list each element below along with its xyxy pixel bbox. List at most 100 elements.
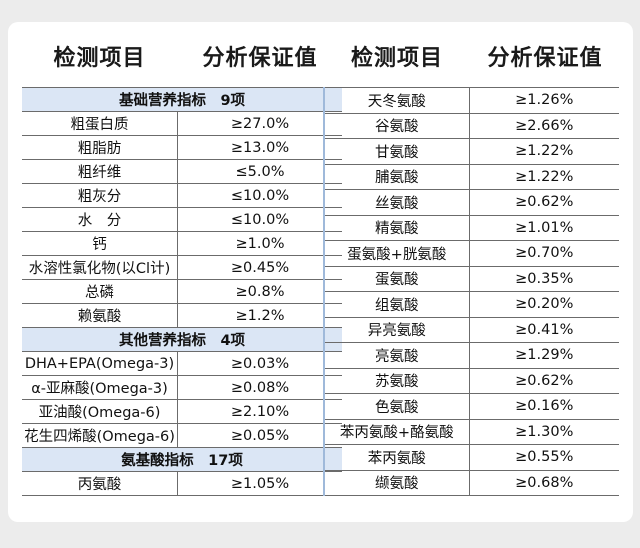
item-name: 粗纤维 bbox=[22, 159, 178, 184]
item-value: ≥1.30% bbox=[469, 419, 619, 445]
item-name: 甘氨酸 bbox=[324, 138, 470, 165]
item-value: ≥0.70% bbox=[469, 240, 619, 267]
item-name: 钙 bbox=[22, 231, 178, 256]
item-value: ≥0.41% bbox=[469, 317, 619, 343]
table-row: 甘氨酸 ≥1.22% bbox=[324, 138, 619, 165]
table-row: 花生四烯酸(Omega-6) ≥0.05% bbox=[22, 423, 342, 448]
right-table: 天冬氨酸 ≥1.26% 谷氨酸 ≥2.66% 甘氨酸 ≥1.22% 脯氨酸 ≥1.22% 丝氨酸… bbox=[323, 87, 619, 496]
item-name: 亮氨酸 bbox=[324, 342, 470, 369]
item-value: ≥0.05% bbox=[177, 423, 342, 448]
table-row: 丝氨酸 ≥0.62% bbox=[324, 189, 619, 216]
item-name: 亚油酸(Omega-6) bbox=[22, 399, 178, 424]
item-name: 丝氨酸 bbox=[324, 189, 470, 216]
table-row: 钙 ≥1.0% bbox=[22, 231, 342, 256]
item-name: 谷氨酸 bbox=[324, 113, 470, 139]
item-name: 粗蛋白质 bbox=[22, 111, 178, 136]
item-name: 赖氨酸 bbox=[22, 303, 178, 328]
item-value: ≥0.03% bbox=[177, 351, 342, 376]
item-value: ≥13.0% bbox=[177, 135, 342, 160]
item-value: ≤5.0% bbox=[177, 159, 342, 184]
left-table: 基础营养指标 9项 粗蛋白质 ≥27.0% 粗脂肪 ≥13.0% 粗纤维 ≤5.0% 粗灰分 ≤… bbox=[22, 87, 342, 496]
table-row: 缬氨酸 ≥0.68% bbox=[324, 470, 619, 496]
item-name: 苏氨酸 bbox=[324, 368, 470, 394]
section-title: 其他营养指标 4项 bbox=[22, 327, 342, 352]
table-row: 亮氨酸 ≥1.29% bbox=[324, 342, 619, 369]
table-row: 丙氨酸 ≥1.05% bbox=[22, 471, 342, 496]
item-name: DHA+EPA(Omega-3) bbox=[22, 351, 178, 376]
table-row: 粗脂肪 ≥13.0% bbox=[22, 135, 342, 160]
table-row: 粗蛋白质 ≥27.0% bbox=[22, 111, 342, 136]
item-name: 缬氨酸 bbox=[324, 470, 470, 496]
item-value: ≥0.08% bbox=[177, 375, 342, 400]
item-name: 天冬氨酸 bbox=[324, 87, 470, 114]
item-value: ≥1.2% bbox=[177, 303, 342, 328]
table-row: α-亚麻酸(Omega-3) ≥0.08% bbox=[22, 375, 342, 400]
left-item-header: 检测项目 bbox=[53, 46, 146, 71]
item-name: 总磷 bbox=[22, 279, 178, 304]
table-row: 总磷 ≥0.8% bbox=[22, 279, 342, 304]
table-row: 赖氨酸 ≥1.2% bbox=[22, 303, 342, 328]
left-value-header: 分析保证值 bbox=[202, 46, 318, 71]
item-value: ≥1.29% bbox=[469, 342, 619, 369]
item-name: 粗灰分 bbox=[22, 183, 178, 208]
item-name: 苯丙氨酸+酪氨酸 bbox=[324, 419, 470, 445]
item-value: ≥0.8% bbox=[177, 279, 342, 304]
table-row: 水 分 ≤10.0% bbox=[22, 207, 342, 232]
table-row: 脯氨酸 ≥1.22% bbox=[324, 164, 619, 190]
item-value: ≥1.0% bbox=[177, 231, 342, 256]
table-row: 天冬氨酸 ≥1.26% bbox=[324, 87, 619, 114]
item-value: ≥0.68% bbox=[469, 470, 619, 496]
table-row: 蛋氨酸+胱氨酸 ≥0.70% bbox=[324, 240, 619, 267]
item-value: ≥0.55% bbox=[469, 444, 619, 471]
section-basic-nutrition: 基础营养指标 9项 bbox=[22, 87, 342, 112]
table-row: 组氨酸 ≥0.20% bbox=[324, 291, 619, 318]
table-row: 色氨酸 ≥0.16% bbox=[324, 393, 619, 420]
item-value: ≥2.10% bbox=[177, 399, 342, 424]
item-name: 丙氨酸 bbox=[22, 471, 178, 496]
item-name: 脯氨酸 bbox=[324, 164, 470, 190]
table-row: 粗灰分 ≤10.0% bbox=[22, 183, 342, 208]
item-name: 组氨酸 bbox=[324, 291, 470, 318]
table-row: DHA+EPA(Omega-3) ≥0.03% bbox=[22, 351, 342, 376]
right-item-header: 检测项目 bbox=[350, 46, 443, 71]
item-name: α-亚麻酸(Omega-3) bbox=[22, 375, 178, 400]
item-name: 蛋氨酸+胱氨酸 bbox=[324, 240, 470, 267]
item-value: ≥0.16% bbox=[469, 393, 619, 420]
item-name: 精氨酸 bbox=[324, 215, 470, 241]
item-value: ≥1.26% bbox=[469, 87, 619, 114]
table-row: 异亮氨酸 ≥0.41% bbox=[324, 317, 619, 343]
section-title: 基础营养指标 9项 bbox=[22, 87, 342, 112]
table-row: 亚油酸(Omega-6) ≥2.10% bbox=[22, 399, 342, 424]
section-title: 氨基酸指标 17项 bbox=[22, 447, 342, 472]
right-value-header: 分析保证值 bbox=[487, 46, 603, 71]
item-value: ≥27.0% bbox=[177, 111, 342, 136]
table-row: 蛋氨酸 ≥0.35% bbox=[324, 266, 619, 292]
section-amino-acids: 氨基酸指标 17项 bbox=[22, 447, 342, 472]
item-value: ≥0.20% bbox=[469, 291, 619, 318]
table-row: 水溶性氯化物(以Cl计) ≥0.45% bbox=[22, 255, 342, 280]
table-row: 谷氨酸 ≥2.66% bbox=[324, 113, 619, 139]
table-row: 精氨酸 ≥1.01% bbox=[324, 215, 619, 241]
item-value: ≥0.62% bbox=[469, 368, 619, 394]
section-other-nutrition: 其他营养指标 4项 bbox=[22, 327, 342, 352]
item-value: ≥1.22% bbox=[469, 138, 619, 165]
table-row: 苏氨酸 ≥0.62% bbox=[324, 368, 619, 394]
item-value: ≥1.01% bbox=[469, 215, 619, 241]
item-value: ≥0.62% bbox=[469, 189, 619, 216]
item-name: 粗脂肪 bbox=[22, 135, 178, 160]
table-row: 粗纤维 ≤5.0% bbox=[22, 159, 342, 184]
table-row: 苯丙氨酸+酪氨酸 ≥1.30% bbox=[324, 419, 619, 445]
item-name: 异亮氨酸 bbox=[324, 317, 470, 343]
item-value: ≥1.05% bbox=[177, 471, 342, 496]
item-value: ≥2.66% bbox=[469, 113, 619, 139]
item-name: 水 分 bbox=[22, 207, 178, 232]
item-name: 色氨酸 bbox=[324, 393, 470, 420]
item-name: 花生四烯酸(Omega-6) bbox=[22, 423, 178, 448]
item-value: ≤10.0% bbox=[177, 183, 342, 208]
table-row: 苯丙氨酸 ≥0.55% bbox=[324, 444, 619, 471]
item-name: 水溶性氯化物(以Cl计) bbox=[22, 255, 178, 280]
item-value: ≥0.35% bbox=[469, 266, 619, 292]
item-value: ≥0.45% bbox=[177, 255, 342, 280]
item-name: 苯丙氨酸 bbox=[324, 444, 470, 471]
item-value: ≤10.0% bbox=[177, 207, 342, 232]
